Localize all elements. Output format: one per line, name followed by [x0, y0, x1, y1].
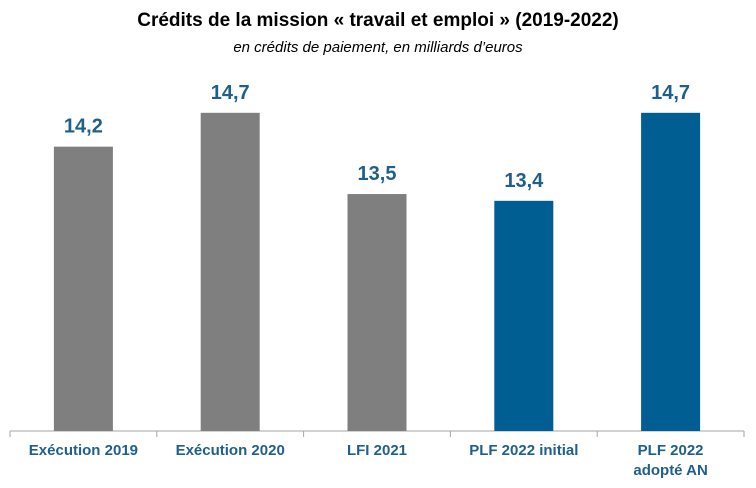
chart-title: Crédits de la mission « travail et emplo…	[137, 10, 619, 31]
x-tick-label: PLF 2022 adopté AN	[633, 442, 707, 479]
data-label: 14,7	[651, 82, 690, 104]
bar	[641, 112, 701, 431]
chart-subtitle: en crédits de paiement, en milliards d’e…	[233, 39, 523, 56]
data-label: 13,4	[504, 170, 544, 192]
x-tick-label: LFI 2021	[347, 442, 407, 459]
x-tick-label: Exécution 2019	[29, 442, 138, 459]
x-tick-label: Exécution 2020	[176, 442, 285, 459]
bar	[347, 194, 407, 431]
data-label: 14,7	[211, 82, 250, 104]
bar	[494, 200, 554, 431]
data-label: 13,5	[358, 163, 397, 185]
x-tick-label: PLF 2022 initial	[469, 442, 578, 459]
bar	[200, 112, 260, 431]
data-label: 14,2	[64, 116, 103, 138]
bar	[53, 146, 113, 431]
